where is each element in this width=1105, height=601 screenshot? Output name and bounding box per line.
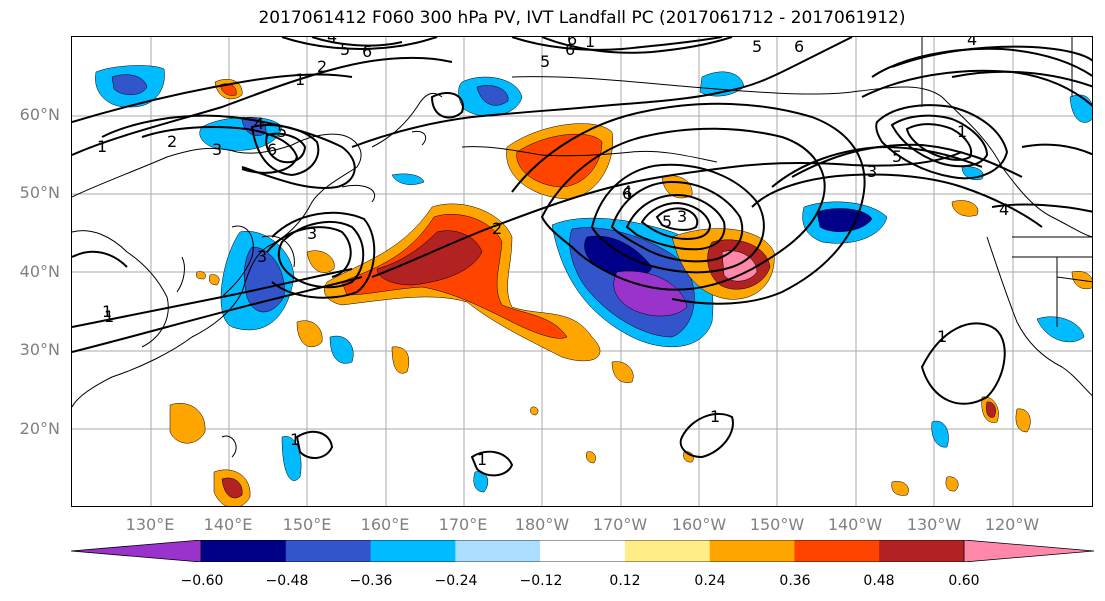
contour-label: 6 [362,42,372,61]
colorbar-tick: 0.48 [863,573,895,589]
contour-label: 1 [104,307,114,326]
pv-contours [72,37,1092,477]
contour-label: 4 [327,37,337,46]
contour-label: 6 [794,37,804,56]
contour-label: 5 [277,122,287,141]
contour-label: 3 [867,162,877,181]
contour-label: 1 [97,137,107,156]
contour-label: 4 [254,114,264,133]
contour-label: 5 [892,147,902,166]
contour-label: 3 [257,247,267,266]
map-canvas: 1 2 3 4 5 6 1 2 3 4 5 6 3 1 2 3 4 5 6 1 … [72,37,1092,506]
contour-label: 1 [710,407,720,426]
colorbar-segment [455,540,541,562]
lat-label: 50°N [19,183,60,202]
lon-label: 150°W [749,515,805,534]
colorbar [71,540,1094,562]
colorbar-segment [879,540,965,562]
lon-label: 160°W [671,515,727,534]
lon-label: 140°W [827,515,883,534]
contour-label: 3 [307,224,317,243]
lon-label: 120°W [984,515,1040,534]
contour-label: 4 [999,200,1009,219]
lon-label: 170°W [592,515,648,534]
colorbar-segment [794,540,880,562]
contour-label: 4 [622,182,632,201]
colorbar-tick: −0.36 [349,573,393,589]
map-title: 2017061412 F060 300 hPa PV, IVT Landfall… [258,8,906,28]
negative-pv-anomalies [95,65,1092,493]
contour-label: 1 [102,302,112,321]
contour-label: 6 [267,140,277,159]
contour-labels: 1 2 3 4 5 6 1 2 3 4 5 6 3 1 2 3 4 5 6 1 … [97,37,1009,469]
colorbar-segment [709,540,795,562]
lon-label: 150°E [282,515,332,534]
contour-label: 1 [290,430,300,449]
positive-pv-anomalies [169,79,1092,506]
lat-label: 20°N [19,419,60,438]
contour-label: 2 [317,57,327,76]
colorbar-tick: 0.60 [948,573,980,589]
lat-label: 60°N [19,105,60,124]
lon-label: 140°E [203,515,253,534]
lon-label: 170°E [438,515,488,534]
contour-label: 1 [937,327,947,346]
colorbar-segment [285,540,372,562]
colorbar-min-extend [71,540,202,562]
lon-label: 160°E [360,515,410,534]
colorbar-tick: 0.12 [609,573,641,589]
lon-label: 130°E [125,515,175,534]
contour-label: 6 [567,37,577,49]
colorbar-segment [201,540,287,562]
contour-label: 1 [477,450,487,469]
lon-label: 180°W [514,515,570,534]
map-panel: 1 2 3 4 5 6 1 2 3 4 5 6 3 1 2 3 4 5 6 1 … [71,36,1093,507]
coastlines [72,37,1092,458]
colorbar-segment [540,540,626,562]
colorbar-tick: −0.12 [519,573,563,589]
contour-label: 1 [957,122,967,141]
contour-label: 6 [622,184,632,203]
colorbar-tick: 0.24 [694,573,726,589]
colorbar-max-extend [963,540,1094,562]
contour-label: 3 [677,207,687,226]
contour-label: 3 [212,140,222,159]
contour-label: 5 [662,212,672,231]
contour-label: 4 [967,37,977,49]
lat-label: 30°N [19,340,60,359]
colorbar-segment [370,540,456,562]
colorbar-tick: 0.36 [779,573,811,589]
lat-label: 40°N [19,262,60,281]
colorbar-tick: −0.60 [180,573,224,589]
colorbar-tick: −0.24 [434,573,478,589]
colorbar-segment [624,540,711,562]
lon-label: 130°W [906,515,962,534]
contour-label: 1 [585,37,595,51]
contour-label: 2 [492,219,502,238]
colorbar-tick: −0.48 [265,573,309,589]
contour-label: 2 [167,132,177,151]
contour-label: 5 [540,52,550,71]
contour-label: 1 [295,70,305,89]
contour-label: 5 [340,40,350,59]
contour-label: 6 [565,40,575,59]
contour-label: 5 [752,37,762,56]
